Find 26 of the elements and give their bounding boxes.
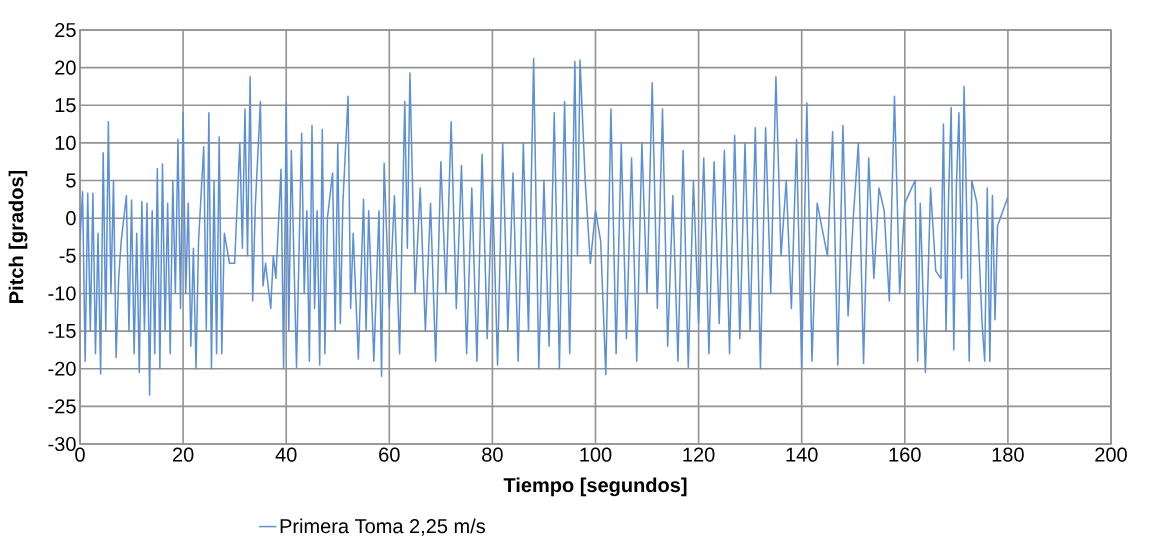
y-tick-label: 20 <box>55 60 76 75</box>
x-tick-label: 200 <box>1095 447 1127 462</box>
line-series <box>80 57 1009 396</box>
y-tick-label: 0 <box>66 211 76 226</box>
y-tick-label: -25 <box>48 399 76 414</box>
legend-label: Primera Toma 2,25 m/s <box>280 518 486 536</box>
y-axis-title: Pitch [grados] <box>8 170 28 303</box>
y-tick-label: 25 <box>55 22 76 38</box>
x-tick-label: 60 <box>379 447 400 462</box>
y-tick-label: -30 <box>48 436 76 452</box>
y-tick-label: -15 <box>48 324 76 339</box>
x-tick-label: 120 <box>683 447 715 462</box>
y-tick-label: 15 <box>55 98 76 113</box>
x-tick-label: 20 <box>172 447 194 462</box>
x-tick-label: 160 <box>889 447 921 462</box>
x-tick-label: 180 <box>992 447 1024 462</box>
y-tick-label: 10 <box>55 135 76 150</box>
x-axis-title: Tiempo [segundos] <box>503 477 687 497</box>
x-tick-label: 40 <box>275 447 297 462</box>
y-tick-label: -20 <box>48 361 76 376</box>
y-tick-label: -10 <box>48 286 76 301</box>
y-tick-label: 5 <box>66 173 76 188</box>
x-tick-label: 100 <box>580 447 612 462</box>
x-tick-label: 140 <box>786 447 818 462</box>
y-tick-label: -5 <box>59 248 76 263</box>
x-tick-label: 80 <box>482 447 503 462</box>
